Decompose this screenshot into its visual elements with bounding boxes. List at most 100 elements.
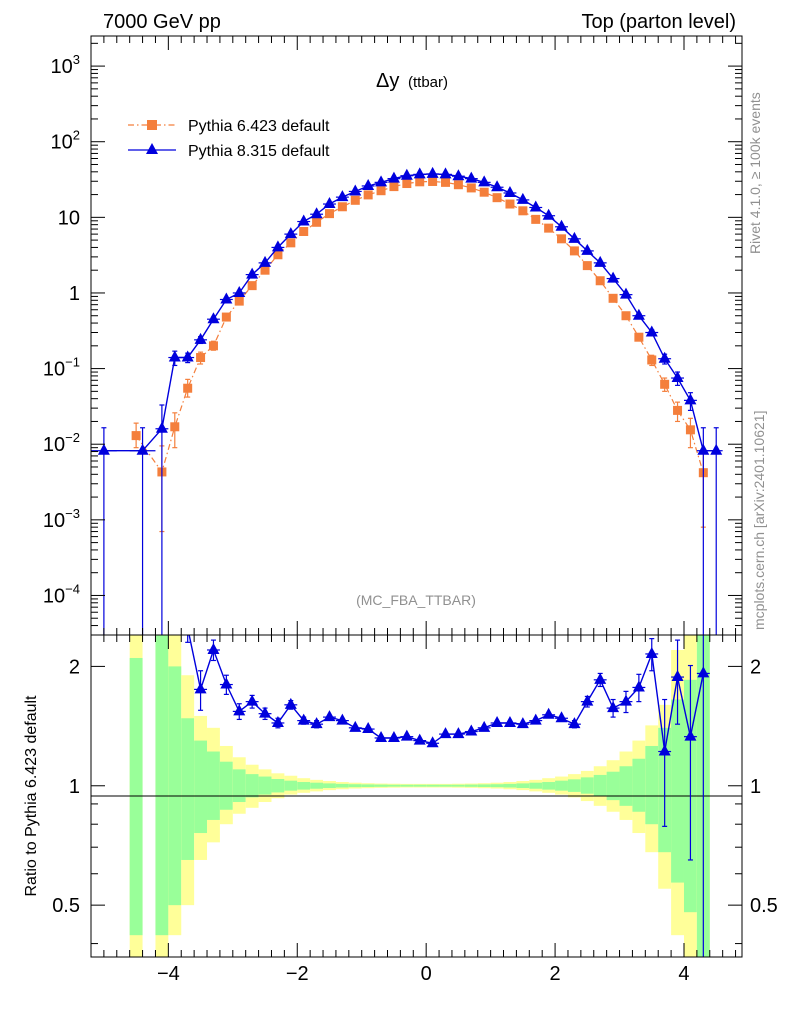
ratio-band-inner	[503, 783, 517, 788]
ratio-band-inner	[426, 784, 440, 787]
series-pythia6-point	[685, 425, 695, 435]
ratio-band-inner	[297, 782, 311, 790]
main-ticks	[90, 36, 742, 636]
tick-exponent: −2	[65, 430, 80, 445]
series-pythia6-point	[479, 187, 489, 197]
ratio-band-inner	[671, 699, 684, 883]
series-pythia8-point	[336, 190, 349, 202]
ratio-band-inner	[400, 784, 414, 787]
ratio-pythia8-point	[233, 704, 246, 716]
ratio-band-inner	[258, 776, 272, 795]
ratio-frame	[90, 634, 743, 958]
series-pythia8-point	[297, 214, 310, 226]
series-pythia6-point	[350, 195, 360, 205]
ratio-pythia8-point	[387, 730, 400, 742]
tick-exponent: 2	[73, 128, 80, 143]
series-pythia8-point	[387, 171, 400, 183]
ratio-ticks	[90, 635, 742, 957]
series-pythia6-point	[286, 238, 296, 248]
ratio-y-tick-label: 1	[69, 776, 80, 798]
ratio-band-inner	[129, 657, 143, 936]
series-pythia6-point	[337, 202, 347, 212]
ratio-pythia8-point	[220, 677, 233, 689]
ratio-band-inner	[335, 783, 349, 788]
ratio-pythia8-point	[439, 727, 452, 739]
ratio-pythia8-point	[259, 706, 272, 718]
ratio-pythia8-point	[684, 729, 697, 741]
analysis-watermark: (MC_FBA_TTBAR)	[356, 592, 476, 608]
ratio-pythia8-point	[607, 701, 620, 713]
series-pythia8-point	[349, 184, 362, 196]
series-pythia6-point	[299, 226, 309, 236]
series-pythia6-point	[557, 234, 567, 244]
series-pythia6-point	[260, 265, 270, 275]
ratio-band-inner	[168, 666, 182, 906]
main-y-tick-label: 10−3	[43, 506, 80, 532]
series-pythia6-point	[324, 209, 334, 219]
mcplots-label: mcplots.cern.ch [arXiv:2401.10621]	[751, 411, 767, 630]
series-pythia6-point	[389, 182, 399, 192]
ratio-band-inner	[490, 784, 504, 788]
ratio-y-tick-label: 0.5	[52, 895, 80, 917]
main-y-tick-label: 103	[51, 52, 80, 78]
series-pythia8-point	[400, 168, 413, 180]
ratio-band-inner	[477, 784, 491, 787]
series-pythia8-point	[581, 243, 594, 255]
series-pythia8-point	[632, 308, 645, 320]
series-pythia6-point	[196, 353, 206, 363]
ratio-y-axis-label: Ratio to Pythia 6.423 default	[23, 695, 40, 897]
main-y-tick-label: 1	[69, 283, 80, 305]
ratio-pythia8-point	[619, 694, 632, 706]
ratio-band-inner	[232, 769, 246, 803]
series-pythia6-point	[312, 217, 322, 227]
tick-base: 10	[43, 585, 65, 607]
series-pythia6-point	[569, 246, 579, 256]
ratio-band-inner	[284, 780, 298, 791]
ratio-pythia8-point	[323, 710, 336, 722]
header-left: 7000 GeV pp	[103, 11, 221, 33]
series-pythia8-point	[645, 325, 658, 337]
series-pythia6-point	[402, 179, 412, 189]
ratio-pythia8-point	[529, 713, 542, 725]
x-tick-label: −2	[286, 963, 309, 985]
ratio-y-tick-labels: 2 2 1 1 0.5 0.5	[52, 656, 778, 917]
ratio-band-inner	[348, 784, 362, 788]
series-pythia8-point	[375, 175, 388, 187]
ratio-bands-layer	[129, 635, 710, 957]
main-y-tick-label: 10−1	[43, 355, 80, 381]
plot-title-main: Δy	[376, 70, 399, 92]
main-data-layer	[91, 166, 723, 635]
tick-exponent: 3	[73, 52, 80, 67]
ratio-band-inner	[606, 771, 620, 801]
legend-label-pythia8: Pythia 8.315 default	[188, 143, 330, 160]
legend-label-pythia6: Pythia 6.423 default	[188, 118, 330, 135]
series-pythia8-point	[155, 421, 168, 433]
tick-exponent: −1	[65, 355, 80, 370]
ratio-band-inner	[387, 784, 401, 787]
ratio-band-inner	[374, 784, 388, 787]
ratio-band-inner	[194, 740, 208, 834]
x-tick-label: 4	[678, 963, 689, 985]
series-pythia6-point	[376, 186, 386, 196]
tick-exponent: −3	[65, 506, 80, 521]
ratio-pythia8-point	[271, 715, 284, 727]
ratio-band-inner	[593, 774, 607, 797]
series-pythia8-point	[181, 350, 194, 362]
series-pythia6-point	[492, 193, 502, 203]
tick-base: 10	[43, 510, 65, 532]
ratio-pythia8-point	[182, 621, 194, 632]
series-pythia6-point	[415, 177, 425, 187]
series-pythia8-point	[671, 371, 684, 383]
x-tick-labels: −4 −2 0 2 4	[157, 963, 690, 985]
ratio-band-inner	[516, 783, 530, 789]
main-y-tick-label: 102	[51, 128, 80, 154]
ratio-band-inner	[181, 718, 195, 860]
ratio-band-inner	[645, 745, 659, 825]
series-pythia8-point	[426, 166, 439, 178]
main-y-tick-label: 10−2	[43, 430, 80, 456]
series-pythia8-point	[568, 231, 581, 243]
series-pythia6-point	[531, 214, 541, 224]
